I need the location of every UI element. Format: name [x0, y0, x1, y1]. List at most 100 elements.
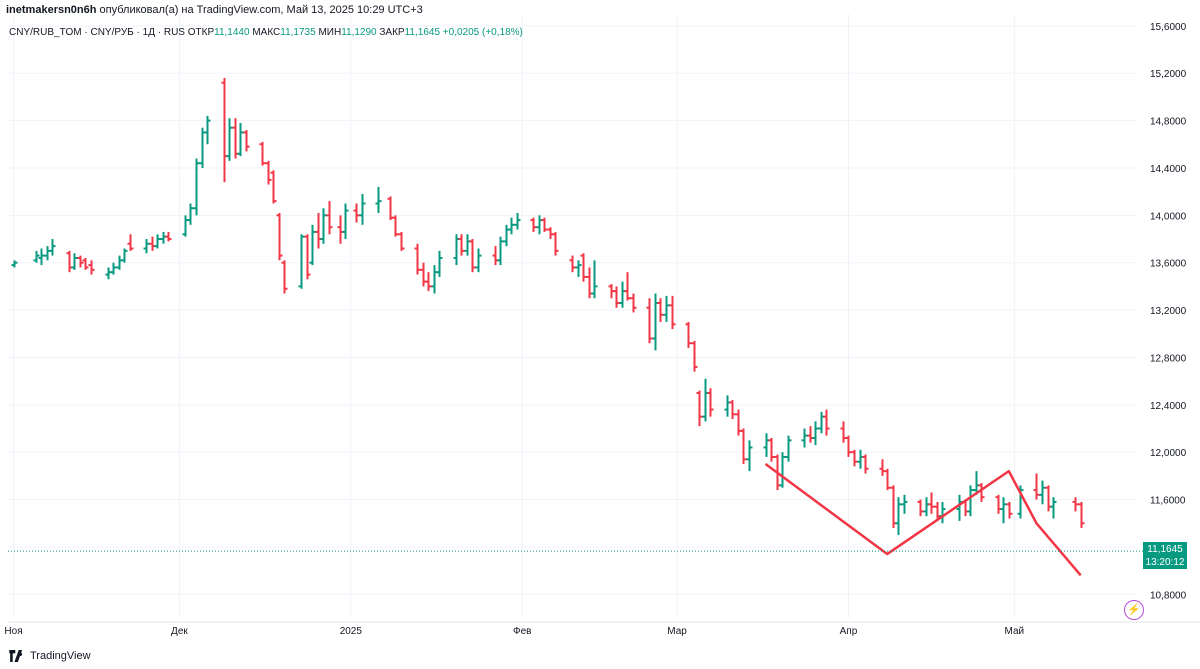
ohlc-bar — [398, 231, 405, 251]
ohlc-bar — [243, 130, 250, 152]
ohlc-bar — [315, 212, 322, 249]
ohlc-bar — [165, 231, 172, 242]
ohlc-bar — [685, 321, 692, 348]
ohlc-bar — [304, 234, 311, 280]
ohlc-bar — [818, 411, 825, 434]
close-value: 11,1645 — [404, 27, 441, 38]
y-tick-label: 13,6000 — [1150, 259, 1187, 270]
ohlc-bar — [779, 452, 786, 488]
y-tick-label: 15,6000 — [1150, 22, 1187, 33]
ohlc-bar — [862, 454, 869, 474]
chart-grid — [8, 14, 1200, 623]
ohlc-bar — [763, 433, 770, 457]
ohlc-bar — [33, 250, 40, 263]
brand-name: TradingView — [30, 650, 91, 662]
ohlc-bar — [431, 265, 438, 294]
zigzag-pattern — [764, 463, 1082, 577]
y-tick-label: 12,8000 — [1150, 353, 1187, 364]
ohlc-bar — [1033, 473, 1040, 500]
ohlc-bar — [375, 186, 382, 213]
ohlc-bar — [696, 390, 703, 427]
ohlc-bar — [414, 243, 421, 275]
ohlc-bar — [110, 262, 117, 275]
ohlc-bar — [237, 122, 244, 157]
ohlc-bar — [204, 115, 211, 145]
ohlc-bar — [199, 127, 206, 168]
ohlc-bar — [221, 77, 228, 183]
ohlc-bar — [71, 253, 78, 270]
ohlc-bar — [619, 281, 626, 308]
y-tick-label: 12,4000 — [1150, 401, 1187, 412]
ohlc-bar — [193, 158, 200, 216]
y-tick-label: 11,6000 — [1150, 496, 1186, 507]
ohlc-bar — [514, 212, 521, 230]
publisher-name[interactable]: inetmakersn0n6h — [6, 4, 97, 16]
ohlc-bar — [851, 449, 858, 467]
ohlc-bar — [149, 236, 156, 251]
last-price-badge: 11,1645 13:20:12 — [1143, 542, 1187, 569]
ohlc-bar — [663, 295, 670, 322]
y-tick-label: 12,0000 — [1150, 448, 1187, 459]
ohlc-bar — [657, 298, 664, 322]
ohlc-bar — [823, 409, 830, 436]
ohlc-bar — [105, 267, 112, 280]
ohlc-bar — [939, 501, 946, 524]
x-tick-label: Апр — [840, 626, 858, 637]
ohlc-bar — [967, 485, 974, 517]
ohlc-bar — [702, 378, 709, 422]
ohlc-bar — [807, 426, 814, 443]
ohlc-bars — [11, 77, 1085, 536]
flash-icon[interactable]: ⚡ — [1124, 600, 1144, 620]
ohlc-bar — [436, 250, 443, 277]
ohlc-bar — [226, 118, 233, 161]
ohlc-bar — [337, 215, 344, 244]
ohlc-bar — [475, 248, 482, 273]
ohlc-bar — [359, 194, 366, 225]
y-tick-label: 14,8000 — [1150, 117, 1187, 128]
ohlc-bar — [232, 118, 239, 159]
last-price-value: 11,1645 — [1147, 544, 1183, 555]
symbol-legend: CNY/RUB_TOM · CNY/РУБ · 1Д · RUS ОТКР11,… — [9, 27, 523, 38]
time-axis[interactable]: Ноя Дек 2025 Фев Мар Апр Май — [4, 626, 1024, 637]
footer-brand[interactable]: TradingView — [8, 650, 91, 662]
ohlc-bar — [729, 400, 736, 420]
ohlc-bar — [978, 482, 985, 502]
ohlc-bar — [1000, 497, 1007, 524]
ohlc-bar — [270, 170, 277, 204]
ohlc-bar — [353, 203, 360, 223]
ohlc-bar — [82, 257, 89, 270]
ohlc-bar — [44, 246, 51, 261]
ohlc-bar — [879, 459, 886, 476]
ohlc-bar — [928, 492, 935, 514]
price-axis[interactable]: 15,6000 15,2000 14,8000 14,4000 14,0000 13,60… — [1150, 22, 1187, 601]
ohlc-bar — [552, 231, 559, 256]
ohlc-bar — [541, 217, 548, 232]
low-label: МИН — [318, 27, 342, 38]
x-tick-label: Ноя — [4, 626, 22, 637]
x-tick-label: Май — [1005, 626, 1025, 637]
ohlc-bar — [187, 203, 194, 225]
ohlc-bar — [420, 262, 427, 287]
ohlc-bar — [785, 435, 792, 462]
symbol-title[interactable]: CNY/RUB_TOM · CNY/РУБ · 1Д · RUS — [9, 27, 185, 38]
high-label: МАКС — [252, 27, 281, 38]
publish-info: inetmakersn0n6h опубликовал(а) на Tradin… — [6, 4, 423, 16]
ohlc-bar — [298, 234, 305, 289]
ohlc-bar — [387, 196, 394, 221]
ohlc-bar — [49, 239, 56, 256]
ohlc-bar — [464, 234, 471, 256]
ohlc-bar — [1006, 501, 1013, 519]
ohlc-bar — [547, 227, 554, 240]
ohlc-bar — [309, 224, 316, 266]
ohlc-bar — [768, 437, 775, 462]
ohlc-bar — [591, 260, 598, 299]
ohlc-bar — [995, 494, 1002, 514]
ohlc-bar — [276, 212, 283, 261]
ohlc-bar — [569, 255, 576, 273]
ohlc-bar — [1039, 480, 1046, 505]
ohlc-bar — [66, 250, 73, 273]
ohlc-bar — [77, 255, 84, 268]
high-value: 11,1735 — [280, 27, 316, 38]
ohlc-bar — [724, 395, 731, 417]
